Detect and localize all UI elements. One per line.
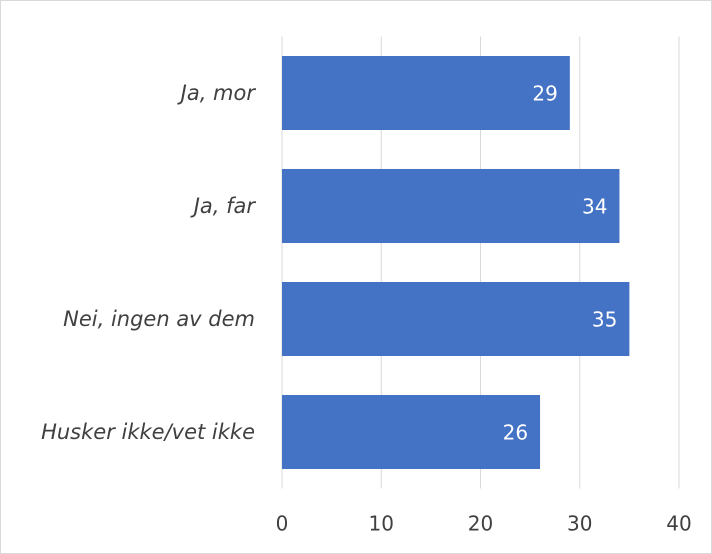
y-tick-label: Ja, mor: [177, 81, 257, 105]
y-tick-label: Husker ikke/vet ikke: [41, 420, 255, 444]
x-tick-label: 30: [567, 512, 592, 536]
x-tick-label: 10: [369, 512, 394, 536]
bar: [282, 55, 570, 131]
bar: [282, 394, 541, 470]
bar: [282, 168, 620, 244]
data-label: 26: [503, 421, 528, 445]
x-tick-label: 0: [276, 512, 289, 536]
y-tick-label: Nei, ingen av dem: [63, 307, 255, 331]
y-tick-label: Ja, far: [190, 194, 257, 218]
bar: [282, 281, 630, 357]
x-tick-label: 40: [666, 512, 691, 536]
x-tick-label: 20: [468, 512, 493, 536]
data-label: 34: [582, 195, 607, 219]
data-label: 35: [592, 308, 617, 332]
data-label: 29: [532, 82, 557, 106]
